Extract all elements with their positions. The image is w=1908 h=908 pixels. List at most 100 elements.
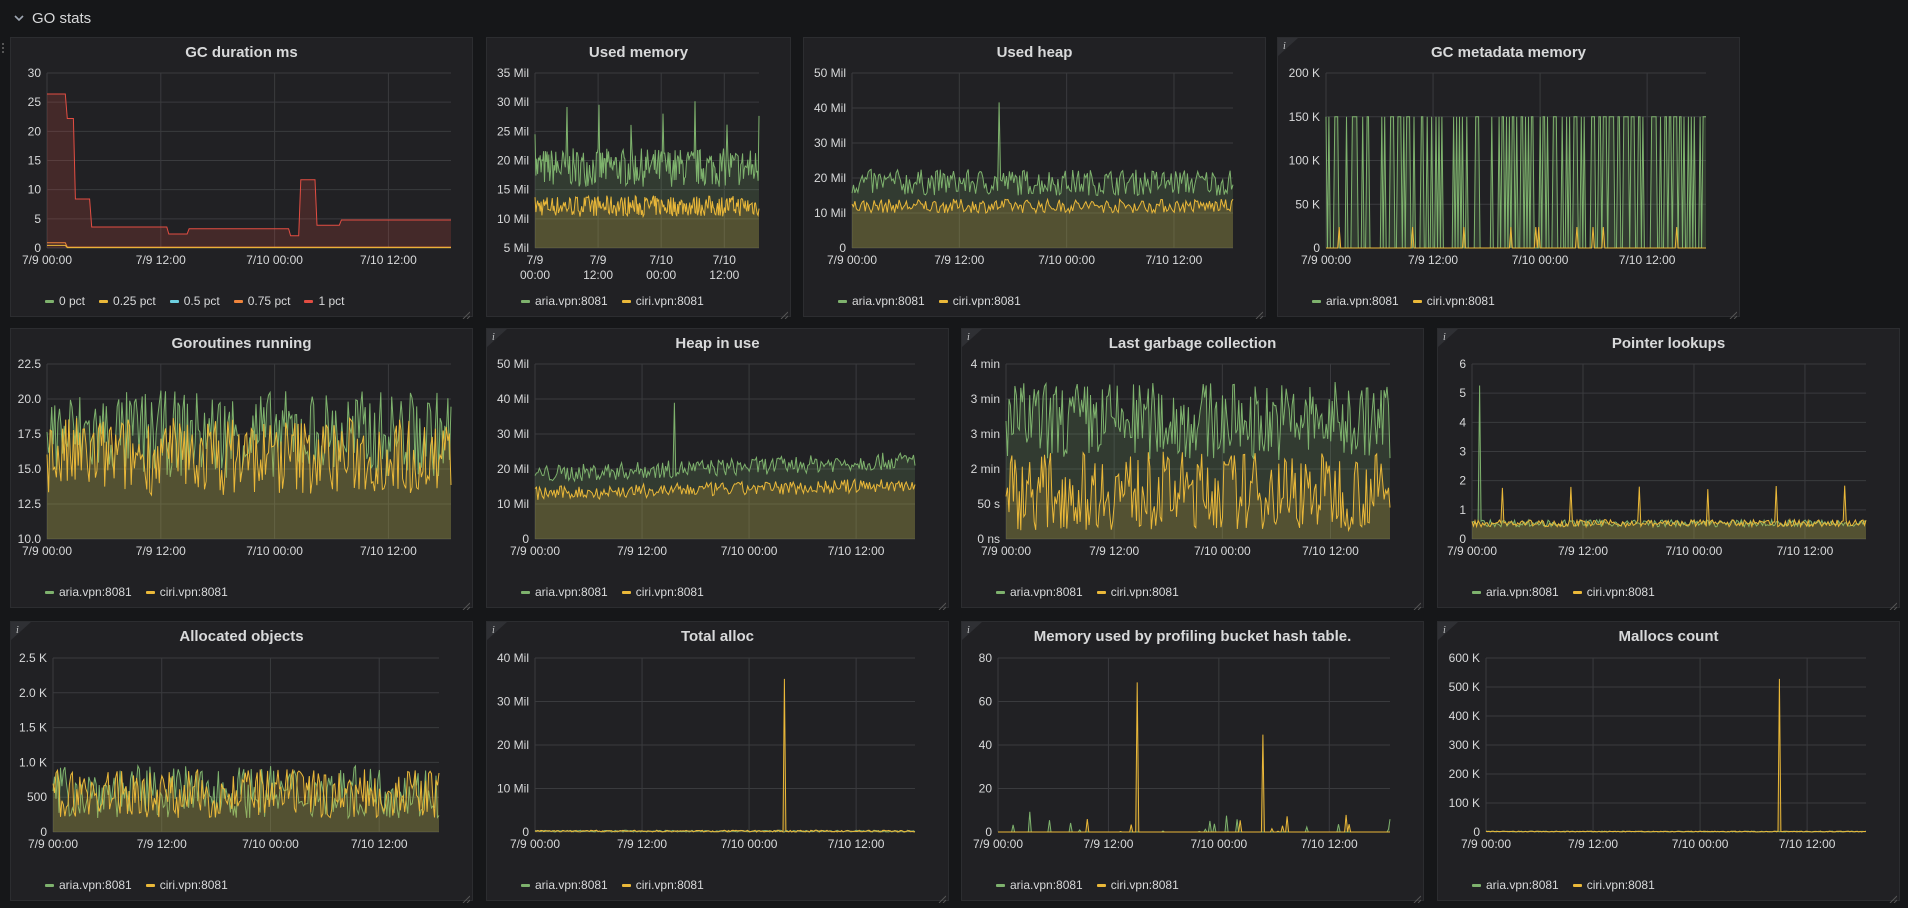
panel-allocated-objects[interactable]: i Allocated objects 2.5 K 2.0 K 1.5 K 1.0 K 50… (10, 621, 474, 904)
legend-item[interactable]: 0 pct (45, 294, 85, 308)
info-icon[interactable]: i (11, 622, 31, 640)
legend-item[interactable]: aria.vpn:8081 (45, 585, 132, 599)
resize-handle[interactable] (1413, 890, 1422, 904)
legend-item[interactable]: ciri.vpn:8081 (621, 585, 704, 599)
legend-item[interactable]: aria.vpn:8081 (521, 585, 608, 599)
graph-area[interactable]: 50 Mil 40 Mil 30 Mil 20 Mil 10 Mil 07/9 00:00… (487, 329, 950, 609)
panel-title[interactable]: Mallocs count (1618, 628, 1719, 645)
panel-title[interactable]: Allocated objects (179, 628, 304, 645)
resize-handle[interactable] (780, 306, 789, 320)
legend-item[interactable]: aria.vpn:8081 (521, 878, 608, 892)
panel-title[interactable]: Memory used by profiling bucket hash tab… (1033, 628, 1352, 645)
graph-area[interactable]: 200 K 150 K 100 K 50 K 07/9 00:00 7/9 12:00 7/… (1278, 38, 1741, 318)
x-tick-label: 7/9 12:00 (1089, 544, 1139, 558)
panel-title[interactable]: GC duration ms (185, 44, 298, 61)
panel-title[interactable]: Total alloc (680, 628, 755, 645)
graph-area[interactable]: 600 K 500 K 400 K 300 K 200 K 100 K 07/9 00:00… (1438, 622, 1901, 902)
panel-title[interactable]: Goroutines running (171, 335, 312, 352)
legend-item[interactable]: ciri.vpn:8081 (1412, 294, 1495, 308)
graph-area[interactable]: 50 Mil 40 Mil 30 Mil 20 Mil 10 Mil 07/9 00:00… (804, 38, 1267, 318)
resize-handle[interactable] (1889, 890, 1898, 904)
info-icon[interactable]: i (1438, 329, 1458, 347)
graph-area[interactable]: 35 Mil 30 Mil 25 Mil 20 Mil 15 Mil 10 Mil 5 Mi… (487, 38, 792, 318)
legend-item[interactable]: aria.vpn:8081 (1472, 585, 1559, 599)
legend-item[interactable]: ciri.vpn:8081 (1096, 878, 1179, 892)
x-tick-label: 7/9 12:00 (137, 837, 187, 851)
legend-item[interactable]: aria.vpn:8081 (45, 878, 132, 892)
row-drag-handle[interactable] (2, 42, 7, 56)
panel-total-alloc[interactable]: i Total alloc 40 Mil 30 Mil 20 Mil 10 Mil 0 7/9… (486, 621, 950, 904)
info-icon[interactable]: i (487, 622, 507, 640)
row-header-go-stats[interactable]: GO stats (0, 0, 1908, 36)
legend-item[interactable]: ciri.vpn:8081 (1572, 585, 1655, 599)
legend-item[interactable]: ciri.vpn:8081 (1572, 878, 1655, 892)
panel-profiling-bucket[interactable]: i Memory used by profiling bucket hash ta… (961, 621, 1425, 904)
legend-item[interactable]: ciri.vpn:8081 (1096, 585, 1179, 599)
legend-item[interactable]: 0.5 pct (169, 294, 220, 308)
legend-item[interactable]: aria.vpn:8081 (838, 294, 925, 308)
panel-goroutines-running[interactable]: Goroutines running 22.5 20.0 17.5 15.0 12.5 10… (10, 328, 474, 611)
series-ciri (1471, 485, 1867, 529)
panel-heap-in-use[interactable]: i Heap in use 50 Mil 40 Mil 30 Mil 20 Mil 10 M… (486, 328, 950, 611)
graph-area[interactable]: 40 Mil 30 Mil 20 Mil 10 Mil 07/9 00:00 7/9 12… (487, 622, 950, 902)
resize-handle[interactable] (938, 597, 947, 611)
legend-item[interactable]: aria.vpn:8081 (1472, 878, 1559, 892)
legend-label: ciri.vpn:8081 (635, 294, 704, 308)
legend-item[interactable]: aria.vpn:8081 (521, 294, 608, 308)
graph-area[interactable]: 30 25 20 15 10 5 07/9 00:00 7/9 12:00 7/10 00:00… (11, 38, 474, 318)
x-tick-label: 7/10 00:00 (721, 837, 778, 851)
panel-gc-duration[interactable]: GC duration ms 30 25 20 15 10 5 0 7/9 00:00 7/9 1… (10, 37, 474, 320)
info-icon[interactable]: i (1438, 622, 1458, 640)
y-tick-label: 0 (985, 825, 992, 839)
y-tick-label: 15.0 (18, 462, 42, 476)
legend-swatch (521, 883, 530, 887)
legend-item[interactable]: aria.vpn:8081 (996, 585, 1083, 599)
svg-text:i: i (492, 625, 495, 636)
info-icon[interactable]: i (487, 329, 507, 347)
series-ciri (851, 197, 1234, 215)
graph-area[interactable]: 4 min 3 min 3 min 2 min 50 s 0 ns7/9 00:00 7/9… (962, 329, 1425, 609)
legend-item[interactable]: ciri.vpn:8081 (938, 294, 1021, 308)
panel-used-heap[interactable]: Used heap 50 Mil 40 Mil 30 Mil 20 Mil 10 Mil 0… (803, 37, 1267, 320)
legend-swatch (45, 883, 54, 887)
resize-handle[interactable] (1413, 597, 1422, 611)
panel-title[interactable]: Pointer lookups (1611, 335, 1726, 352)
legend: aria.vpn:8081 ciri.vpn:8081 (45, 585, 228, 599)
info-icon[interactable]: i (1278, 38, 1298, 56)
panel-title[interactable]: Last garbage collection (1108, 335, 1277, 352)
legend-item[interactable]: 1 pct (304, 294, 344, 308)
y-tick-label: 100 K (1289, 154, 1320, 168)
panel-last-gc[interactable]: i Last garbage collection 4 min 3 min 3 min 2… (961, 328, 1425, 611)
resize-handle[interactable] (1729, 306, 1738, 320)
panel-title[interactable]: Used heap (996, 44, 1073, 61)
resize-handle[interactable] (1255, 306, 1264, 320)
panel-mallocs-count[interactable]: i Mallocs count 600 K 500 K 400 K 300 K 200 K 1… (1437, 621, 1901, 904)
info-icon[interactable]: i (962, 329, 982, 347)
resize-handle[interactable] (1889, 597, 1898, 611)
panel-used-memory[interactable]: Used memory 35 Mil 30 Mil 25 Mil 20 Mil 15 Mi… (486, 37, 792, 320)
legend-item[interactable]: aria.vpn:8081 (1312, 294, 1399, 308)
y-tick-label: 200 K (1289, 66, 1320, 80)
graph-area[interactable]: 80 60 40 20 07/9 00:00 7/9 12:00 7/10 00:00 7/1… (962, 622, 1425, 902)
panel-title[interactable]: GC metadata memory (1430, 44, 1587, 61)
resize-handle[interactable] (462, 597, 471, 611)
legend-item[interactable]: ciri.vpn:8081 (145, 585, 228, 599)
legend-item[interactable]: ciri.vpn:8081 (621, 878, 704, 892)
panel-pointer-lookups[interactable]: i Pointer lookups 6 5 4 3 2 1 0 7/9 00:00 7/9 12:0… (1437, 328, 1901, 611)
panel-title[interactable]: Used memory (588, 44, 689, 61)
legend-item[interactable]: 0.25 pct (99, 294, 156, 308)
resize-handle[interactable] (462, 306, 471, 320)
legend-item[interactable]: ciri.vpn:8081 (145, 878, 228, 892)
chevron-down-icon[interactable] (12, 11, 26, 25)
graph-area[interactable]: 22.5 20.0 17.5 15.0 12.5 10.07/9 00:00 7/9 12:… (11, 329, 474, 609)
legend-item[interactable]: ciri.vpn:8081 (621, 294, 704, 308)
graph-area[interactable]: 6 5 4 3 2 1 07/9 00:00 7/9 12:00 7/10 00:00 7/10 … (1438, 329, 1901, 609)
legend-item[interactable]: 0.75 pct (233, 294, 290, 308)
resize-handle[interactable] (462, 890, 471, 904)
graph-area[interactable]: 2.5 K 2.0 K 1.5 K 1.0 K 500 07/9 00:00 7/9 12:… (11, 622, 474, 902)
resize-handle[interactable] (938, 890, 947, 904)
legend-item[interactable]: aria.vpn:8081 (996, 878, 1083, 892)
panel-title[interactable]: Heap in use (675, 335, 760, 352)
info-icon[interactable]: i (962, 622, 982, 640)
